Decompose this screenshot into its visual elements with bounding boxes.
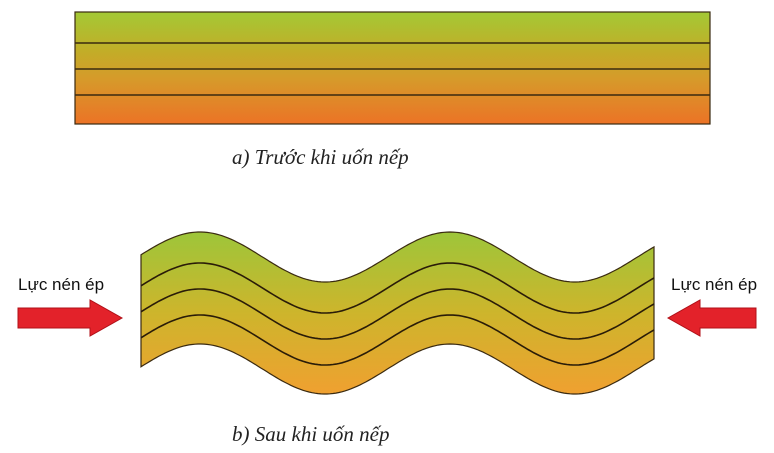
- caption-before: a) Trước khi uốn nếp: [232, 145, 409, 169]
- force-label-right: Lực nén ép: [671, 275, 757, 294]
- flat-strata: [74, 11, 711, 125]
- arrow-left-icon: [666, 299, 757, 337]
- folded-stratum-boundary: [140, 288, 655, 340]
- caption-after: b) Sau khi uốn nếp: [232, 422, 389, 446]
- folded-strata: [140, 231, 655, 395]
- force-label-left: Lực nén ép: [18, 275, 104, 294]
- arrow-right-icon: [17, 299, 124, 337]
- folded-strata-block: [140, 231, 655, 395]
- flat-strata-block: [74, 11, 711, 125]
- folded-stratum-boundary: [140, 262, 655, 314]
- folded-stratum-boundary: [140, 314, 655, 366]
